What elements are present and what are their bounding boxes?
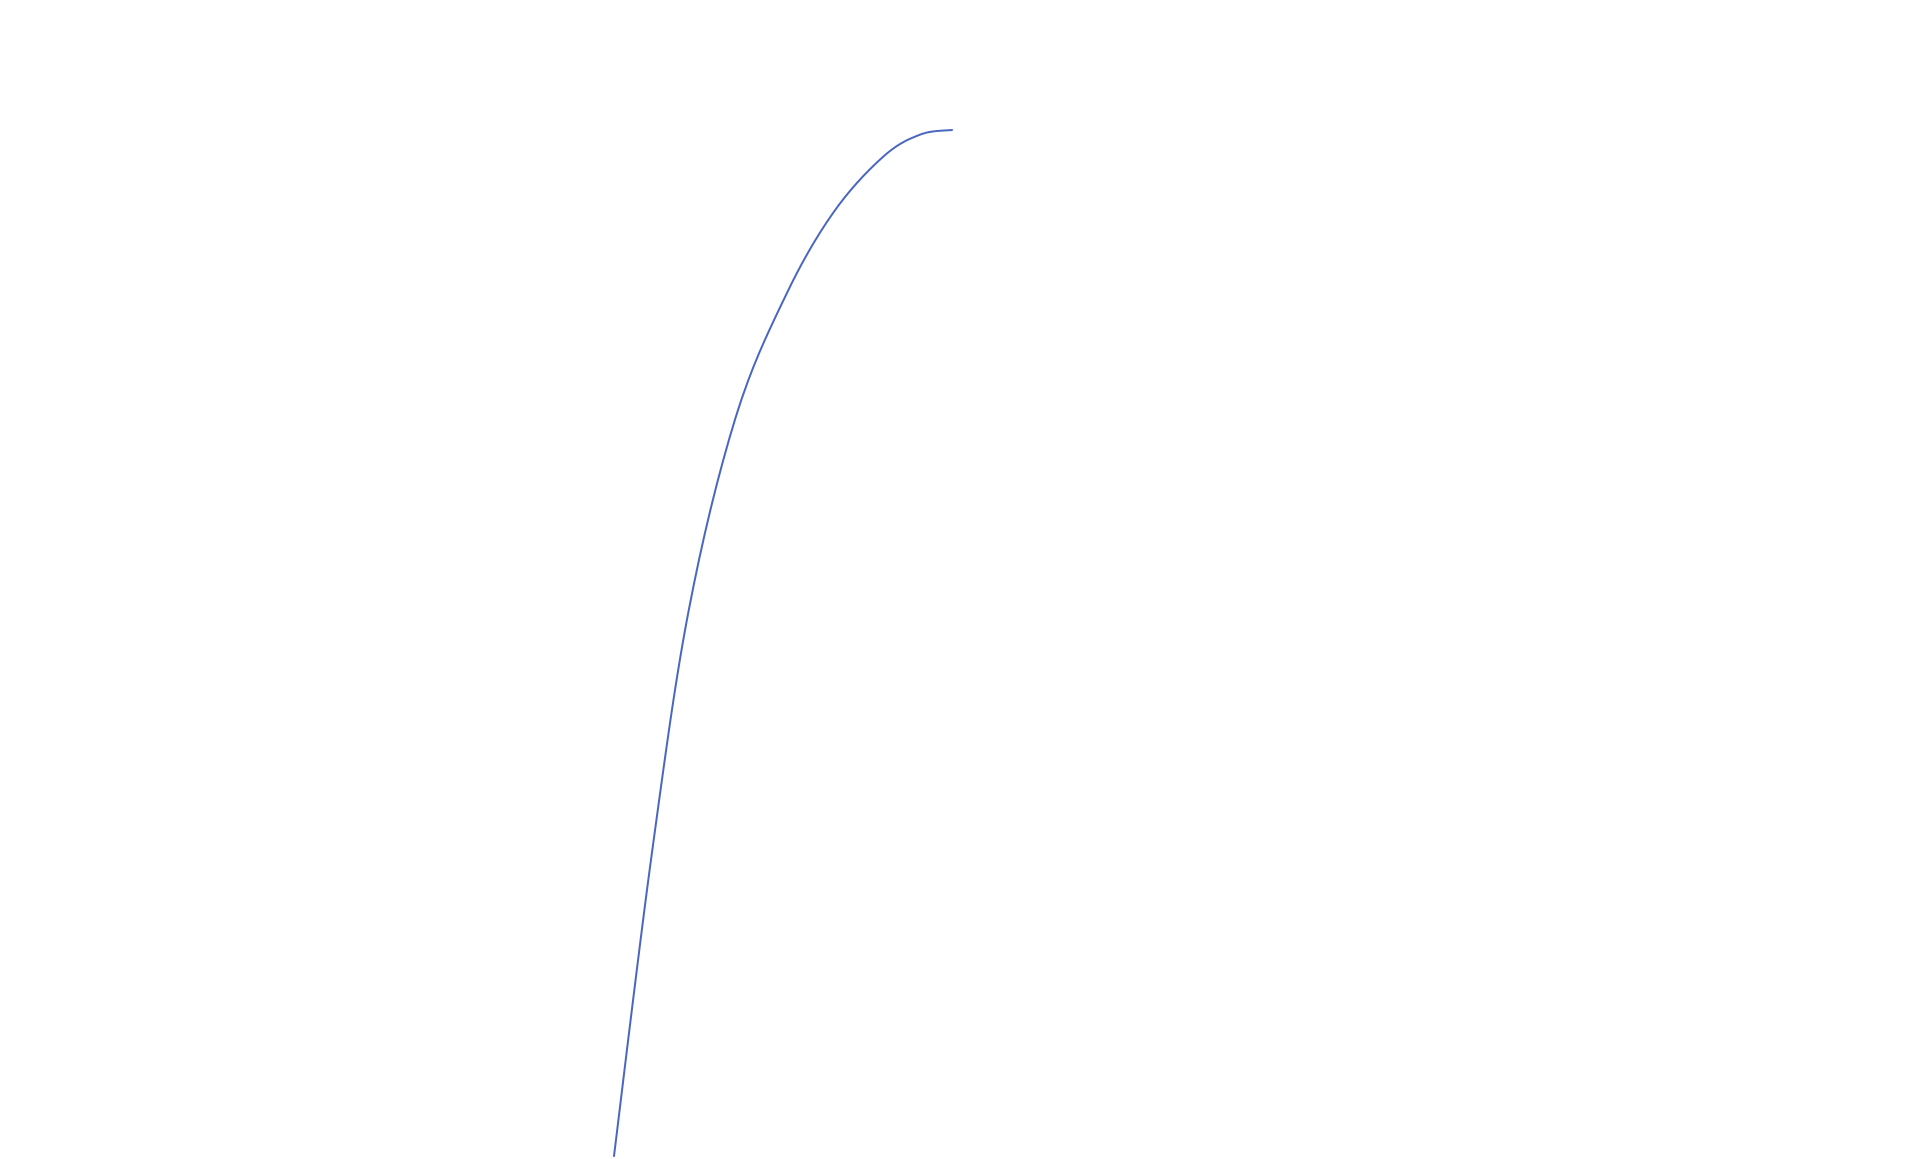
plot-area (613, 129, 953, 1157)
series-line-0 (613, 129, 953, 1157)
